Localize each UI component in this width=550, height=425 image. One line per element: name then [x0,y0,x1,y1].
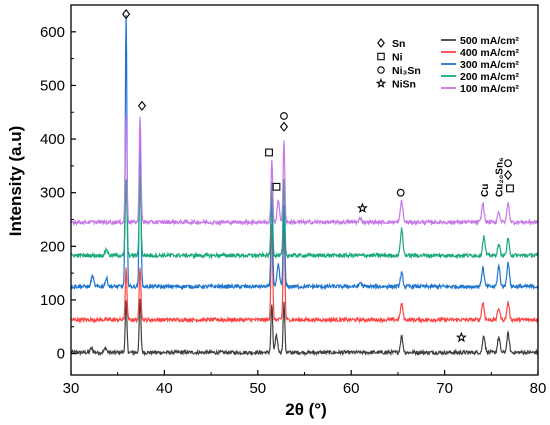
y-tick-label-100: 100 [40,292,65,309]
legend-square-icon [377,52,385,61]
phase-legend-label-4: NiSn [392,79,416,91]
legend-diamond-icon [377,38,385,48]
x-tick-label-50: 50 [249,380,266,397]
legend-label-2: 400 mA/cm² [460,47,519,59]
y-tick-label-200: 200 [40,238,65,255]
circle-peak-marker-10 [504,159,513,168]
y-tick-label-300: 300 [40,185,65,202]
legend-label-3: 300 mA/cm² [460,59,519,71]
x-tick-label-70: 70 [436,380,453,397]
diamond-peak-marker-1 [122,9,131,20]
star-peak-marker-7 [356,202,368,213]
x-tick-label-60: 60 [343,380,360,397]
y-tick-label-400: 400 [40,131,65,148]
diamond-peak-marker-2 [137,100,147,111]
series-layer [71,14,538,357]
x-tick-label-30: 30 [63,380,80,397]
peak-label-1: Cu [480,184,491,197]
axes-layer: 30 40 50 60 70 80 0 100 200 300 400 500 600 [40,4,547,397]
square-peak-marker-4 [272,182,281,191]
series-line-4 [71,172,538,260]
square-peak-marker-3 [265,148,273,157]
y-tick-label-500: 500 [40,77,65,94]
series-line-3 [71,14,538,291]
series-line-2 [71,221,538,324]
circle-peak-marker-8 [396,188,405,197]
legend-label-4: 200 mA/cm² [460,71,519,83]
series-line-5 [71,113,538,227]
series-line-1 [71,298,538,357]
star-peak-marker-9 [455,331,467,343]
diamond-peak-marker-6 [279,121,289,132]
phase-legend-label-1: Sn [392,38,405,50]
x-axis-title: 2θ (°) [285,400,327,419]
diamond-peak-marker-11 [504,169,513,181]
legend-star-icon [375,77,387,88]
x-tick-label-80: 80 [530,380,547,397]
legend-circle-icon [377,66,385,74]
x-tick-label-40: 40 [156,380,173,397]
y-axis-title: Intensity (a.u) [6,126,25,237]
peak-label-2: Cu₂₀Sn₆ [495,157,506,197]
y-tick-label-600: 600 [40,24,65,41]
peak-markers-layer: Cu Cu₂₀Sn₆ [122,9,514,343]
phase-legend-label-3: Ni₃Sn [392,65,421,77]
legend-label-5: 100 mA/cm² [460,83,519,95]
square-peak-marker-12 [506,184,514,193]
legend-label-1: 500 mA/cm² [460,35,519,47]
phase-legend-label-2: Ni [392,52,403,64]
circle-peak-marker-5 [280,112,288,120]
y-tick-label-0: 0 [57,346,65,363]
